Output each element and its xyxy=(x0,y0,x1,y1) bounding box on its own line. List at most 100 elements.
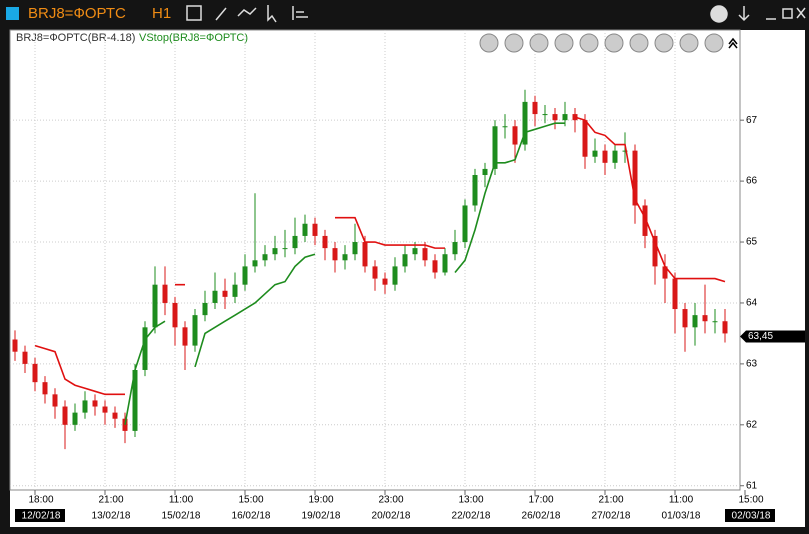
candle-body xyxy=(262,254,268,261)
tool-pencil[interactable] xyxy=(215,7,227,21)
candle-body xyxy=(72,412,78,425)
candle-body xyxy=(232,284,238,297)
candle-body xyxy=(472,175,478,206)
x-tick-label: 19:00 xyxy=(308,495,333,506)
candle-body xyxy=(512,126,518,145)
nav-first[interactable] xyxy=(479,33,499,53)
candle-body xyxy=(712,321,718,323)
candle-body xyxy=(642,205,648,236)
candle-body xyxy=(582,120,588,157)
candle-body xyxy=(702,315,708,322)
candle-body xyxy=(632,150,638,206)
candle-body xyxy=(562,114,568,121)
tool-line[interactable] xyxy=(237,7,257,17)
candle-body xyxy=(722,321,728,334)
nav-buttons xyxy=(479,33,724,53)
candle-body xyxy=(52,394,58,407)
x-date-label: 22/02/18 xyxy=(452,511,491,522)
nav-last[interactable] xyxy=(554,33,574,53)
candle-body xyxy=(212,290,218,303)
timeframe[interactable]: H1 xyxy=(152,5,171,22)
candle-body xyxy=(432,260,438,273)
last-price-marker xyxy=(740,330,805,343)
x-date-label: 13/02/18 xyxy=(92,511,131,522)
candle-body xyxy=(602,150,608,163)
nav-prev[interactable] xyxy=(504,33,524,53)
candle-body xyxy=(242,266,248,285)
candle-body xyxy=(532,101,538,115)
btn-dollar[interactable] xyxy=(710,5,728,23)
zoom-out[interactable] xyxy=(604,33,624,53)
candle-body xyxy=(142,327,148,370)
legend-series: BRJ8=ФОРТС(BR-4.18) xyxy=(16,32,135,44)
chart-panel xyxy=(10,30,805,527)
candle-body xyxy=(672,278,678,310)
zoom-fit[interactable] xyxy=(629,33,649,53)
btn-close[interactable] xyxy=(796,7,806,19)
candle-body xyxy=(32,363,38,383)
y-tick-label: 63 xyxy=(746,359,758,370)
candle-body xyxy=(422,248,428,261)
y-tick-label: 67 xyxy=(746,115,758,126)
candle-body xyxy=(252,260,258,267)
candle-body xyxy=(622,150,628,152)
candle-body xyxy=(22,351,28,364)
candle-body xyxy=(662,266,668,279)
tool-candles[interactable] xyxy=(186,5,202,21)
candle-body xyxy=(62,406,68,425)
btn-maximize[interactable] xyxy=(782,8,793,19)
x-date-label: 02/03/18 xyxy=(732,511,771,522)
legend-indicator: VStop(BRJ8=ФОРТС) xyxy=(139,32,248,44)
collapse[interactable] xyxy=(728,37,738,49)
candle-body xyxy=(332,248,338,261)
vstop-line xyxy=(34,116,726,396)
candle-body xyxy=(682,309,688,328)
x-date-label: 27/02/18 xyxy=(592,511,631,522)
candle-body xyxy=(492,126,498,169)
candle-body xyxy=(612,150,618,163)
candle-body xyxy=(302,223,308,236)
candle-body xyxy=(522,101,528,145)
candle-body xyxy=(412,248,418,255)
x-tick-label: 15:00 xyxy=(738,495,763,506)
candle-body xyxy=(452,242,458,255)
tool-indicators[interactable] xyxy=(292,6,308,20)
y-tick-label: 64 xyxy=(746,298,758,309)
candle-body xyxy=(322,235,328,249)
plot-border xyxy=(9,29,741,491)
candle-body xyxy=(82,400,88,413)
candle-body xyxy=(442,254,448,273)
candle-body xyxy=(312,223,318,236)
zoom-in[interactable] xyxy=(579,33,599,53)
nav-next[interactable] xyxy=(529,33,549,53)
x-date-label: 20/02/18 xyxy=(372,511,411,522)
nav-end[interactable] xyxy=(704,33,724,53)
candle-body xyxy=(652,235,658,267)
candle-body xyxy=(482,168,488,176)
candle-body xyxy=(202,302,208,316)
candle-body xyxy=(342,254,348,261)
candle-body xyxy=(272,248,278,255)
candle-body xyxy=(392,266,398,285)
y-tick-label: 65 xyxy=(746,237,758,248)
candle-body xyxy=(12,339,18,352)
candle-body xyxy=(402,254,408,267)
candle-body xyxy=(162,284,168,303)
stretch[interactable] xyxy=(654,33,674,53)
candle-body xyxy=(182,327,188,346)
x-tick-label: 11:00 xyxy=(169,495,194,506)
x-tick-label: 18:00 xyxy=(28,495,53,506)
x-date-label: 12/02/18 xyxy=(22,511,61,522)
candle-body xyxy=(552,114,558,121)
candle-body xyxy=(222,290,228,297)
candle-body xyxy=(372,266,378,279)
candle-body xyxy=(292,235,298,249)
x-date-label: 15/02/18 xyxy=(162,511,201,522)
btn-down[interactable] xyxy=(738,6,750,22)
y-tick-label: 62 xyxy=(746,419,758,430)
compress[interactable] xyxy=(679,33,699,53)
tool-cursor[interactable] xyxy=(267,5,277,23)
x-tick-label: 13:00 xyxy=(458,495,483,506)
